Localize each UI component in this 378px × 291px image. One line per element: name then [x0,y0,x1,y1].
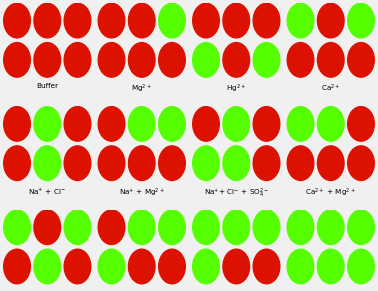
Text: Na$^{+}$ + Mg$^{2+}$: Na$^{+}$ + Mg$^{2+}$ [119,186,165,198]
Circle shape [193,42,219,77]
Circle shape [129,210,155,244]
Circle shape [98,3,125,38]
Circle shape [34,210,60,244]
Circle shape [159,249,185,284]
Text: Mg$^{2+}$: Mg$^{2+}$ [131,83,152,95]
Circle shape [159,210,185,244]
Text: Na$^{+}$ + Cl$^{-}$: Na$^{+}$ + Cl$^{-}$ [28,186,66,196]
Circle shape [287,3,314,38]
Circle shape [64,210,91,244]
Circle shape [98,146,125,180]
Circle shape [159,42,185,77]
Text: Ca$^{2+}$: Ca$^{2+}$ [321,83,341,94]
Circle shape [98,42,125,77]
Circle shape [318,3,344,38]
Circle shape [159,146,185,180]
Circle shape [64,107,91,141]
Circle shape [34,107,60,141]
Circle shape [318,107,344,141]
Circle shape [348,42,374,77]
Circle shape [253,249,280,284]
Circle shape [223,249,249,284]
Text: Na$^{+}$+ Cl$^{-}$ + SO$_4^{2-}$: Na$^{+}$+ Cl$^{-}$ + SO$_4^{2-}$ [204,186,269,200]
Circle shape [253,42,280,77]
Circle shape [348,107,374,141]
Circle shape [223,210,249,244]
Circle shape [64,146,91,180]
Circle shape [4,249,30,284]
Circle shape [159,107,185,141]
Text: Ca$^{2+}$ + Na$^{+}$
+ SO$_4^{2-}$: Ca$^{2+}$ + Na$^{+}$ + SO$_4^{2-}$ [214,290,259,291]
Text: Ca$^{2+}$ + Mg$^{2+}$: Ca$^{2+}$ + Mg$^{2+}$ [305,186,356,198]
Circle shape [318,249,344,284]
Text: Buffer: Buffer [36,83,58,89]
Circle shape [193,146,219,180]
Circle shape [98,249,125,284]
Circle shape [223,3,249,38]
Text: Ca$^{2+}$+ Mg$^{2+}$+ Na$^{+}$
Hg$^{2+}$+ Cl$^{-}$+ SO$_4^{2-}$: Ca$^{2+}$+ Mg$^{2+}$+ Na$^{+}$ Hg$^{2+}$… [294,290,367,291]
Circle shape [193,210,219,244]
Circle shape [318,210,344,244]
Circle shape [4,146,30,180]
Circle shape [348,210,374,244]
Circle shape [287,146,314,180]
Text: Na$^{+}$ + SO$_4^{2-}$: Na$^{+}$ + SO$_4^{2-}$ [119,290,164,291]
Circle shape [98,210,125,244]
Circle shape [4,3,30,38]
Circle shape [34,42,60,77]
Circle shape [129,3,155,38]
Circle shape [318,42,344,77]
Circle shape [287,249,314,284]
Circle shape [4,42,30,77]
Circle shape [64,3,91,38]
Circle shape [253,3,280,38]
Circle shape [98,107,125,141]
Circle shape [287,210,314,244]
Circle shape [34,3,60,38]
Circle shape [253,146,280,180]
Circle shape [64,42,91,77]
Circle shape [129,146,155,180]
Circle shape [253,210,280,244]
Circle shape [318,146,344,180]
Circle shape [129,249,155,284]
Circle shape [34,249,60,284]
Circle shape [159,3,185,38]
Circle shape [129,42,155,77]
Circle shape [287,107,314,141]
Circle shape [193,3,219,38]
Circle shape [4,107,30,141]
Circle shape [223,146,249,180]
Circle shape [64,249,91,284]
Text: Ca$^{2+}$ + Na$^{+}$ + Cl$^{-}$: Ca$^{2+}$ + Na$^{+}$ + Cl$^{-}$ [13,290,81,291]
Text: Hg$^{2+}$: Hg$^{2+}$ [226,83,246,95]
Circle shape [193,249,219,284]
Circle shape [4,210,30,244]
Circle shape [223,107,249,141]
Circle shape [129,107,155,141]
Circle shape [348,249,374,284]
Circle shape [34,146,60,180]
Circle shape [193,107,219,141]
Circle shape [348,3,374,38]
Circle shape [348,146,374,180]
Circle shape [253,107,280,141]
Circle shape [287,42,314,77]
Circle shape [223,42,249,77]
